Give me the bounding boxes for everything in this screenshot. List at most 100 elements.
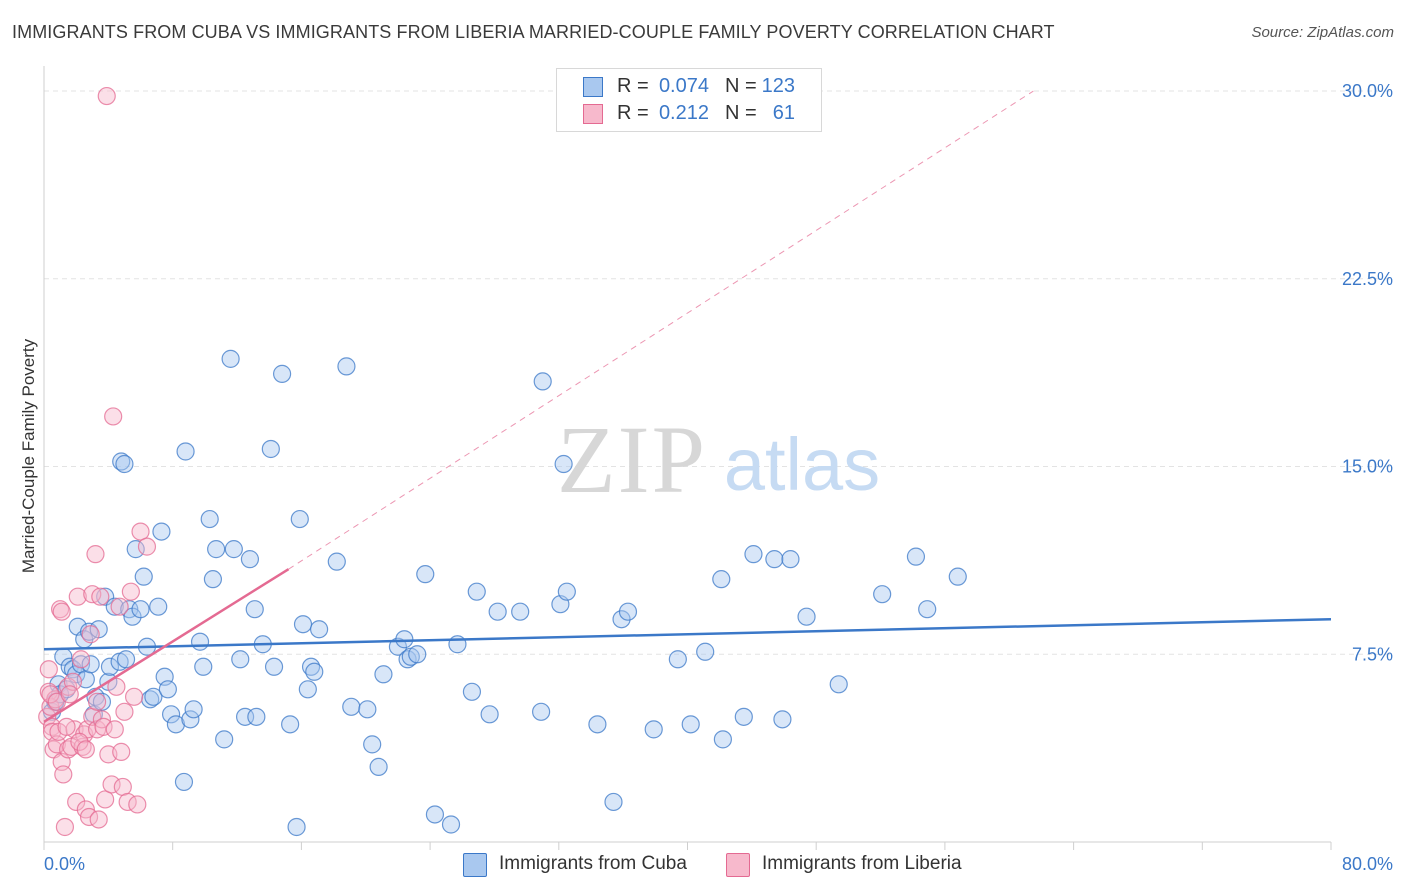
legend-label: Immigrants from Cuba [499,853,687,874]
n-label: N = [725,102,757,124]
cuba-point [126,540,145,559]
cuba-point [290,509,309,529]
source-label: Source: ZipAtlas.com [1251,24,1394,41]
cuba-point [305,662,324,681]
cuba-point [301,657,321,676]
cuba-point [681,715,700,734]
cuba-point [240,550,260,569]
axis-labels: 7.5% 15.0% 22.5% 30.0% 0.0% 80.0% Married-Coup… [19,81,1393,874]
cuba-point [480,705,499,724]
points [38,86,967,837]
liberia-point [124,687,144,706]
cuba-point [918,600,937,619]
liberia-point [102,775,121,794]
cuba-point [105,597,124,616]
cuba-point [224,540,243,559]
liberia-point [137,537,157,556]
cuba-point [112,452,131,471]
cuba-point [184,700,203,719]
liberia-point [121,582,140,601]
cuba-point [668,650,687,669]
cuba-point [152,522,171,541]
stats-legend-row-liberia: R = 0.212 N = 61 [557,101,821,127]
cuba-point [221,349,240,368]
liberia-point [67,792,86,812]
cuba-point [765,550,784,569]
cuba-point [395,630,414,649]
cuba-point [511,602,530,621]
cuba-point [612,610,631,629]
cuba-point [948,567,967,586]
liberia-point [41,685,60,704]
cuba-point [81,655,100,674]
liberia-point [91,587,110,606]
cuba-point [358,700,377,719]
cuba-swatch [463,853,487,877]
cuba-point [557,582,576,601]
y-tick-label: 30.0% [1342,81,1393,101]
cuba-point [342,697,361,716]
cuba-point [441,815,461,834]
r-value: 0.212 [658,102,709,124]
cuba-point [261,439,280,459]
liberia-trend-line [43,568,290,723]
cuba-point [190,632,210,651]
liberia-point [96,790,115,809]
liberia-swatch [726,853,750,877]
cuba-point [488,602,507,621]
liberia-point [113,777,132,797]
cuba-point [161,705,181,724]
liberia-point [59,677,78,696]
cuba-point [781,550,800,569]
cuba-point [369,757,388,777]
cuba-point [363,735,382,754]
cuba-point [374,665,393,684]
liberia-point [76,740,95,759]
y-tick-label: 22.5% [1342,269,1393,289]
cuba-point [388,637,408,656]
liberia-point [87,692,107,711]
liberia-point [128,795,147,814]
cuba-point [176,442,195,461]
cuba-point [144,687,163,706]
series-legend: Immigrants from Cuba Immigrants from Lib… [0,852,1406,878]
cuba-point [245,600,264,619]
y-axis-title: Married-Couple Family Poverty [19,338,38,573]
cuba-point [829,675,848,694]
cuba-point [131,600,150,619]
liberia-point [115,702,134,721]
cuba-point [115,454,134,474]
liberia-point [81,625,100,644]
watermark: ZIP atlas [557,406,880,513]
stats-legend-row-cuba: R = 0.074 N = 123 [557,74,821,100]
cuba-point [174,772,194,792]
liberia-point [86,545,105,564]
liberia-point [57,717,76,736]
watermark-zip: ZIP [557,406,707,513]
y-tick-label: 7.5% [1352,644,1393,664]
liberia-trend-extension [288,90,1034,570]
cuba-point [604,792,623,812]
cuba-point [149,597,168,616]
liberia-point [55,817,75,837]
legend-label: Immigrants from Liberia [762,853,962,874]
cuba-point [272,364,292,383]
cuba-point [873,585,892,604]
liberia-point [110,597,129,616]
liberia-point [112,742,131,761]
liberia-point [71,650,91,669]
cuba-point [696,642,715,661]
liberia-point [131,522,150,541]
liberia-point [89,810,108,829]
cuba-point [398,650,417,669]
cuba-point [408,645,427,664]
stats-legend: R = 0.074 N = 123 R = 0.212 N = 61 [556,68,822,132]
cuba-point [158,680,177,699]
cuba-point [744,545,763,564]
cuba-point [462,682,482,701]
cuba-point [309,620,329,639]
liberia-point [105,720,124,739]
cuba-point [298,680,317,699]
cuba-point [618,602,638,621]
